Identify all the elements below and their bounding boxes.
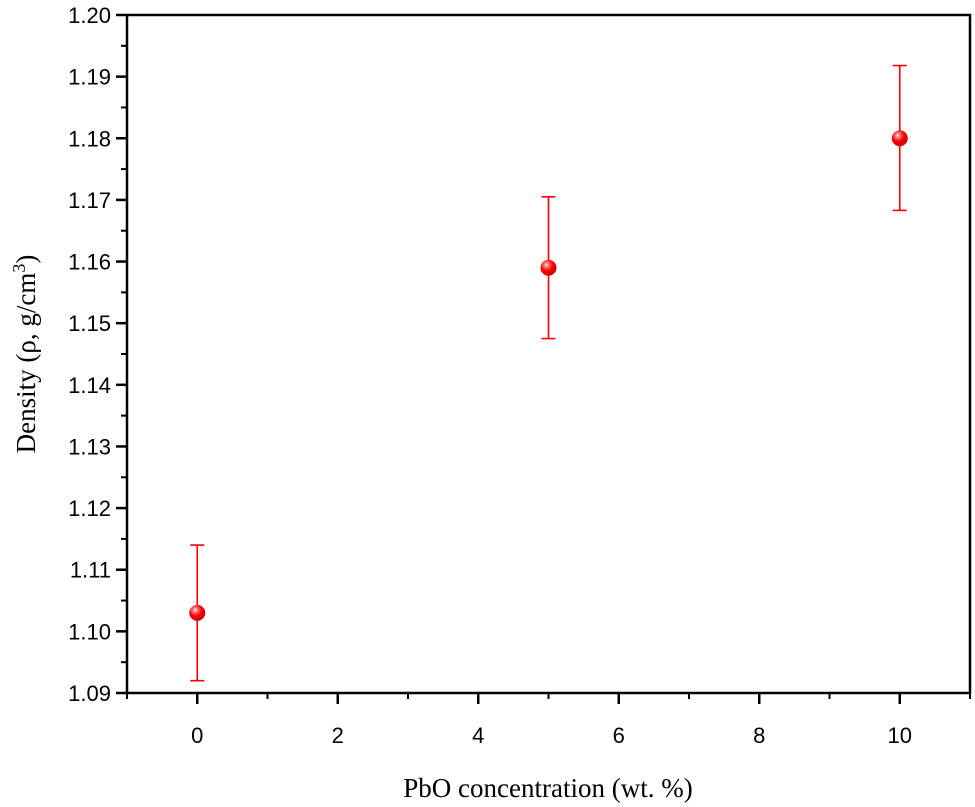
y-tick-label: 1.18 xyxy=(68,126,111,151)
y-tick-label: 1.13 xyxy=(68,434,111,459)
y-tick-label: 1.17 xyxy=(68,188,111,213)
y-tick-label: 1.19 xyxy=(68,65,111,90)
y-tick-label: 1.15 xyxy=(68,311,111,336)
y-tick-label: 1.11 xyxy=(70,558,111,583)
x-tick-label: 0 xyxy=(191,723,203,748)
y-tick-label: 1.10 xyxy=(68,619,111,644)
y-axis-title-close: ) xyxy=(11,255,41,264)
x-tick-label: 2 xyxy=(332,723,344,748)
data-series xyxy=(189,64,908,682)
x-tick-label: 10 xyxy=(888,723,912,748)
data-point xyxy=(189,544,206,682)
plot-frame xyxy=(125,13,972,695)
marker-sphere xyxy=(891,130,908,147)
marker-sphere xyxy=(189,604,206,621)
x-axis-title: PbO concentration (wt. %) xyxy=(403,773,692,803)
x-tick-label: 6 xyxy=(613,723,625,748)
y-axis: 1.09 1.10 1.11 1.12 1.13 1.14 1.15 1.16 1.17 1.18… xyxy=(68,3,127,706)
y-tick-label: 1.16 xyxy=(68,250,111,275)
y-tick-label: 1.12 xyxy=(68,496,111,521)
y-tick-label: 1.09 xyxy=(68,681,111,706)
data-point xyxy=(891,64,908,212)
y-tick-label: 1.14 xyxy=(68,373,111,398)
marker-sphere xyxy=(540,259,557,276)
y-axis-title-sup: 3 xyxy=(9,264,29,273)
x-tick-label: 4 xyxy=(472,723,484,748)
y-tick-label: 1.20 xyxy=(68,3,111,28)
x-tick-label: 8 xyxy=(753,723,765,748)
data-point xyxy=(540,196,557,340)
y-axis-title: Density (ρ, g/cm3) xyxy=(9,255,41,454)
y-axis-title-main: Density (ρ, g/cm xyxy=(11,273,41,454)
x-axis: 0 2 4 6 8 10 xyxy=(126,693,971,748)
